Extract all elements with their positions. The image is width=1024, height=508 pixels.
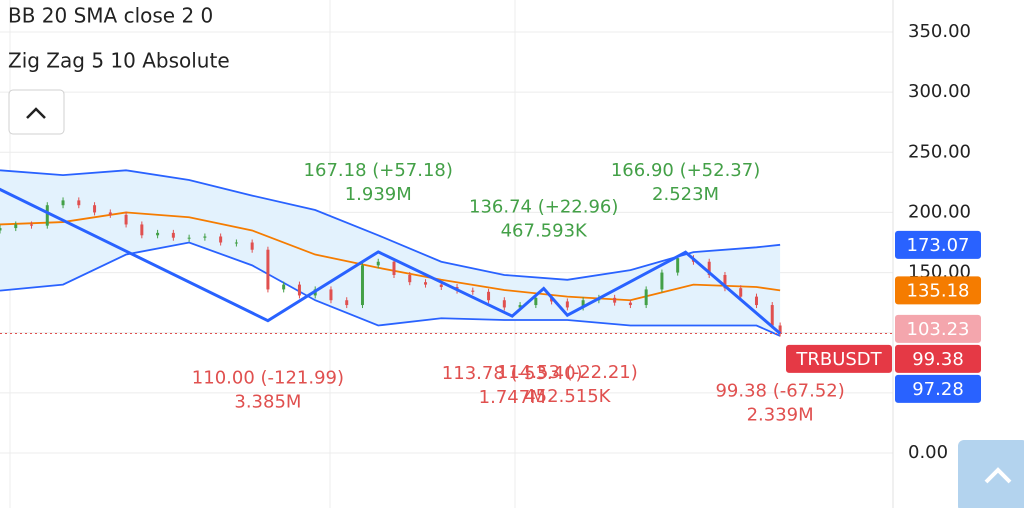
symbol-label: TRBUSDT [795, 349, 882, 370]
price-badge-label: 99.38 [912, 349, 964, 370]
collapse-button[interactable] [8, 89, 65, 135]
candle-body [203, 236, 207, 238]
candle-body [644, 289, 648, 306]
candle-body [487, 291, 491, 301]
indicator-zigzag: Zig Zag 5 10 Absolute [8, 49, 230, 73]
candle-body [297, 284, 301, 296]
zigzag-label: 99.38 (-67.52) [715, 380, 844, 401]
candle-body [329, 289, 333, 301]
candle-body [108, 212, 112, 215]
zigzag-volume: 452.515K [524, 386, 611, 407]
price-badge-label: 97.28 [912, 379, 964, 400]
candle-body [156, 232, 160, 236]
bb-line [0, 241, 781, 337]
candle-body [77, 200, 81, 206]
zigzag-label: 113.78 (-53.40) [442, 363, 583, 384]
zigzag-label: 110.00 (-121.99) [192, 368, 344, 389]
candle-body [14, 224, 18, 229]
candle-body [723, 274, 727, 289]
indicator-bb: BB 20 SMA close 2 0 [8, 4, 213, 28]
candle-body [187, 237, 191, 239]
candle-body [124, 214, 128, 225]
candle-body [534, 297, 538, 306]
candle-body [219, 236, 223, 243]
candle-body [502, 300, 506, 308]
candle-body [707, 261, 711, 275]
price-badge [895, 344, 981, 373]
zigzag-label: 114.53 (-22.21) [497, 362, 638, 383]
zigzag-label: 167.18 (+57.18) [304, 160, 453, 181]
y-tick-label: 250.00 [908, 141, 971, 162]
button-frame[interactable] [8, 89, 65, 135]
price-badge [895, 230, 981, 259]
candle-body [424, 282, 428, 285]
plot-area [0, 169, 892, 337]
zigzag-label: 166.90 (+52.37) [611, 160, 760, 181]
candle-body [392, 261, 396, 275]
zigzag-volume: 3.385M [234, 392, 301, 413]
chevron-icon [984, 467, 1012, 484]
price-badge [895, 276, 981, 305]
candle-body [93, 205, 97, 213]
candle-body [628, 302, 632, 306]
candle-body [565, 301, 569, 308]
candle-body [376, 261, 380, 266]
zigzag-volume: 2.339M [747, 404, 814, 425]
price-badge [895, 314, 981, 343]
candle-body [754, 296, 758, 306]
price-badge-label: 173.07 [907, 235, 970, 256]
zigzag-line [0, 187, 782, 335]
y-tick-label: 300.00 [908, 81, 971, 102]
candle-body [471, 290, 475, 292]
candle-body [171, 232, 175, 238]
candle-body [660, 272, 664, 290]
candle-body [282, 284, 286, 290]
zigzag-volume: 1.747M [479, 387, 546, 408]
symbol-badge [786, 344, 892, 373]
candle-body [234, 242, 238, 244]
candle-body [45, 205, 49, 226]
candle-body [581, 300, 585, 308]
candle-body [30, 224, 34, 226]
candle-body [408, 274, 412, 283]
candle-body [739, 288, 743, 297]
candle-body [360, 265, 364, 306]
candle-body [140, 224, 144, 236]
candle-body [518, 305, 522, 308]
zigzag-volume: 2.523M [652, 184, 719, 205]
price-axis: 350.00300.00250.00200.00150.00100.0050.0… [786, 21, 981, 463]
candle-body [439, 284, 443, 288]
candle-body [770, 305, 774, 326]
price-badge-label: 135.18 [907, 280, 970, 301]
chevron-icon [26, 107, 46, 119]
zigzag-volume: 467.593K [501, 221, 588, 242]
candle-body [0, 228, 2, 231]
candle-body [345, 300, 349, 306]
price-badge [895, 374, 981, 403]
zigzag-label: 136.74 (+22.96) [469, 197, 618, 218]
y-tick-label: 350.00 [908, 21, 971, 42]
candle-body [778, 325, 782, 334]
y-tick-label: 200.00 [908, 201, 971, 222]
y-tick-label: 0.00 [908, 442, 948, 463]
zigzag-labels: 110.00 (-121.99) 3.385M 167.18 (+57.18) 1.9… [192, 160, 845, 426]
candle-body [676, 258, 680, 273]
bb-fill [0, 170, 781, 336]
price-badge-label: 103.23 [907, 319, 970, 340]
button-frame[interactable] [958, 440, 1024, 508]
candle-body [613, 297, 617, 303]
candle-body [61, 200, 65, 206]
candle-body [266, 249, 270, 290]
candle-body [250, 242, 254, 250]
scroll-top-button[interactable] [958, 440, 1024, 508]
zigzag-volume: 1.939M [345, 184, 412, 205]
